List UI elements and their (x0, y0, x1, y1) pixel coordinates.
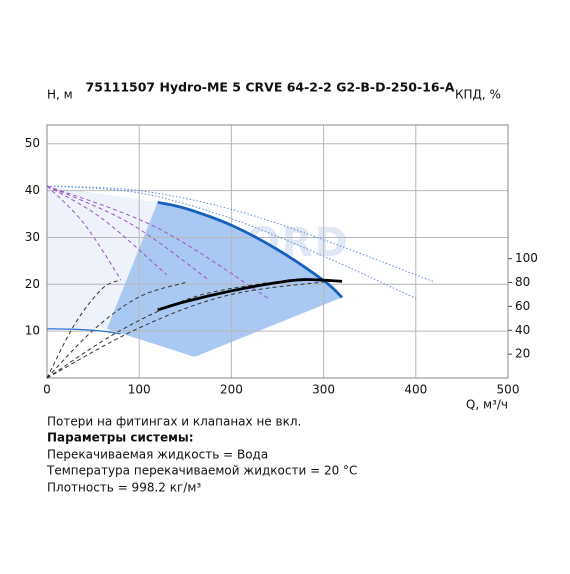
note: Перекачиваемая жидкость = Вода (47, 448, 268, 462)
curve (46, 282, 269, 379)
y-tick-label: 10 (25, 324, 40, 338)
curve (46, 279, 121, 379)
area (106, 202, 343, 357)
x-tick-label: 300 (312, 383, 335, 397)
curve (157, 200, 344, 299)
y2-tick-label: 100 (515, 251, 538, 265)
curve (46, 185, 209, 281)
chart-title: 75111507 Hydro-ME 5 CRVE 64-2-2 G2-B-D-2… (86, 80, 455, 95)
x-axis-label: Q, м³/ч (466, 398, 508, 412)
curve (46, 282, 186, 379)
x-tick-label: 500 (497, 383, 520, 397)
note: Потери на фитингах и клапанах не вкл. (47, 415, 301, 429)
curve (46, 185, 435, 283)
y-tick-label: 30 (25, 230, 40, 244)
y2-tick-label: 80 (515, 275, 530, 289)
curve (46, 328, 121, 335)
y2-tick-label: 40 (515, 323, 530, 337)
plot-frame (46, 124, 509, 379)
x-tick-label: 400 (404, 383, 427, 397)
curve (46, 185, 417, 299)
x-tick-label: 200 (220, 383, 243, 397)
note-heading: Параметры системы: (47, 431, 194, 445)
curve (157, 278, 343, 312)
curve (46, 185, 168, 276)
y-tick-label: 40 (25, 183, 40, 197)
x-tick-label: 0 (43, 383, 51, 397)
area (47, 185, 158, 329)
y-tick-label: 50 (25, 136, 40, 150)
y2-axis-label: КПД, % (455, 88, 501, 102)
y-tick-label: 20 (25, 277, 40, 291)
curve (46, 185, 122, 280)
note: Температура перекачиваемой жидкости = 20… (46, 464, 357, 478)
y2-tick-label: 60 (515, 299, 530, 313)
y-axis-label: H, м (47, 88, 73, 102)
curve (46, 279, 343, 379)
curve (46, 185, 269, 299)
x-tick-label: 100 (128, 383, 151, 397)
y2-tick-label: 20 (515, 347, 530, 361)
note: Плотность = 998.2 кг/м³ (47, 481, 201, 495)
